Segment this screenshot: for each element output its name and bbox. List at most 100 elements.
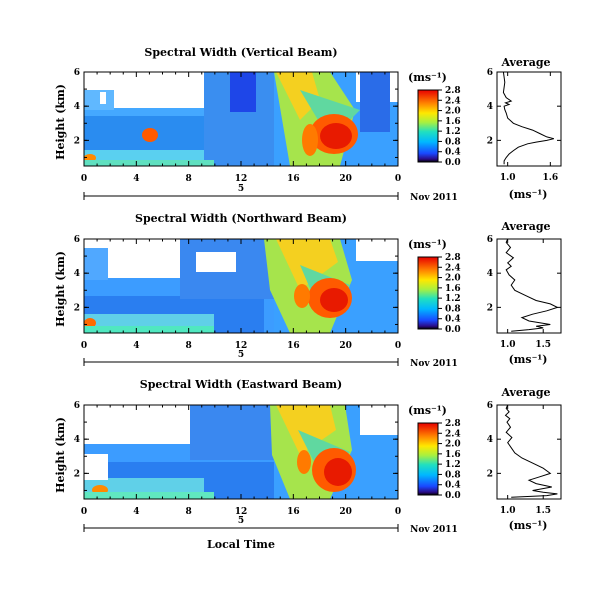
colorbar-tick-label: 2.8 [445,86,461,96]
y-tick-label: 4 [487,102,493,112]
colorbar-tick-label: 1.6 [445,450,461,460]
heatmap-field [84,239,398,333]
axis-ticks: 0 4 8 12 16 20 0 2 4 6 [74,235,401,351]
y-tick-label: 2 [487,469,493,479]
x-tick-label: 16 [287,507,300,517]
y-tick-label: 6 [74,401,80,411]
x-tick-label: 4 [133,174,139,184]
colorbar-tick-label: 0.0 [445,491,461,501]
y-tick-label: 6 [487,401,493,411]
heatmap-field [84,405,398,499]
y-tick-label: 6 [74,235,80,245]
x-tick-label: 1.5 [535,340,551,350]
profile-line [505,238,559,332]
y-tick-label: 2 [74,469,80,479]
average-profile-3: Average 1.0 1.5 2 4 6 (ms⁻¹) [487,386,562,532]
y-axis-label: Height (km) [54,417,67,493]
day-bar: 5 [83,516,399,532]
x-tick-label: 1.6 [542,173,558,183]
y-tick-label: 4 [74,102,80,112]
y-tick-label: 2 [74,303,80,313]
x-tick-label: 0 [81,174,87,184]
colorbar-tick-label: 1.2 [445,294,461,304]
y-tick-label: 6 [487,235,493,245]
x-axis-label: (ms⁻¹) [509,188,548,201]
y-tick-label: 2 [74,136,80,146]
plot-frame [496,404,562,500]
day-bar: 5 [83,184,399,200]
panel-vertical: Spectral Width (Vertical Beam) Height (k… [54,46,461,203]
day-label: 5 [238,350,244,360]
y-axis-label: Height (km) [54,251,67,327]
panel-title: Average [500,56,550,69]
colorbar-tick-label: 0.4 [445,148,461,158]
colorbar-tick-label: 2.0 [445,107,461,117]
colorbar-unit: (ms⁻¹) [408,404,447,417]
y-tick-label: 4 [74,435,80,445]
date-label: Nov 2011 [410,193,458,203]
x-tick-label: 1.0 [500,173,516,183]
panel-title: Average [500,220,550,233]
panel-title: Average [500,386,550,399]
panel-title: Spectral Width (Eastward Beam) [140,378,342,391]
x-tick-label: 20 [339,341,352,351]
plot-frame [496,71,562,167]
y-axis-label: Height (km) [54,84,67,160]
colorbar-tick-label: 0.0 [445,325,461,335]
x-tick-label: 0 [81,341,87,351]
colorbar-unit: (ms⁻¹) [408,238,447,251]
colorbar-tick-label: 2.4 [445,263,461,273]
day-bar: 5 [83,350,399,366]
colorbar-tick-label: 0.0 [445,158,461,168]
x-tick-label: 1.5 [535,506,551,516]
colorbar-tick-label: 2.0 [445,440,461,450]
colorbar-tick-label: 1.6 [445,117,461,127]
profile-ticks: 1.0 1.6 2 4 6 [487,68,561,183]
average-profile-2: Average 1.0 1.5 2 4 6 (ms⁻¹) [487,220,562,366]
x-tick-label: 8 [186,174,192,184]
profile-line [502,71,555,165]
profile-line [504,404,558,498]
colorbar-tick-label: 2.8 [445,419,461,429]
x-tick-label: 12 [235,174,248,184]
x-tick-label: 16 [287,341,300,351]
day-label: 5 [238,184,244,194]
x-tick-label: 0 [395,507,401,517]
y-tick-label: 4 [487,435,493,445]
heatmap-field [84,72,398,166]
x-tick-label: 4 [133,341,139,351]
plot-frame [496,238,562,334]
colorbar [417,256,439,330]
colorbar-tick-label: 0.4 [445,315,461,325]
x-axis-label: (ms⁻¹) [509,519,548,532]
colorbar-tick-label: 0.8 [445,137,461,147]
date-label: Nov 2011 [410,359,458,369]
axis-ticks: 0 4 8 12 16 20 0 2 4 6 [74,68,401,184]
colorbar-ticks: 0.00.40.81.21.62.02.42.8 [438,253,461,335]
day-label: 5 [238,516,244,526]
x-tick-label: 1.0 [500,506,516,516]
x-axis-label: Local Time [207,538,275,551]
panel-title: Spectral Width (Northward Beam) [135,212,347,225]
panel-northward: Spectral Width (Northward Beam) Height (… [54,212,461,369]
x-tick-label: 20 [339,507,352,517]
colorbar-ticks: 0.00.40.81.21.62.02.42.8 [438,86,461,168]
colorbar-tick-label: 0.8 [445,470,461,480]
y-tick-label: 4 [74,269,80,279]
colorbar [417,89,439,163]
colorbar-tick-label: 1.2 [445,127,461,137]
colorbar-tick-label: 2.4 [445,96,461,106]
x-tick-label: 20 [339,174,352,184]
colorbar-tick-label: 2.8 [445,253,461,263]
colorbar-tick-label: 0.4 [445,481,461,491]
x-axis-label: (ms⁻¹) [509,353,548,366]
y-tick-label: 2 [487,136,493,146]
x-tick-label: 12 [235,341,248,351]
x-tick-label: 4 [133,507,139,517]
axis-ticks: 0 4 8 12 16 20 0 2 4 6 [74,401,401,517]
average-profile-1: Average 1.0 1.6 2 4 6 (ms⁻¹) [487,56,562,201]
x-tick-label: 16 [287,174,300,184]
colorbar [417,422,439,496]
x-tick-label: 8 [186,341,192,351]
colorbar-tick-label: 0.8 [445,304,461,314]
